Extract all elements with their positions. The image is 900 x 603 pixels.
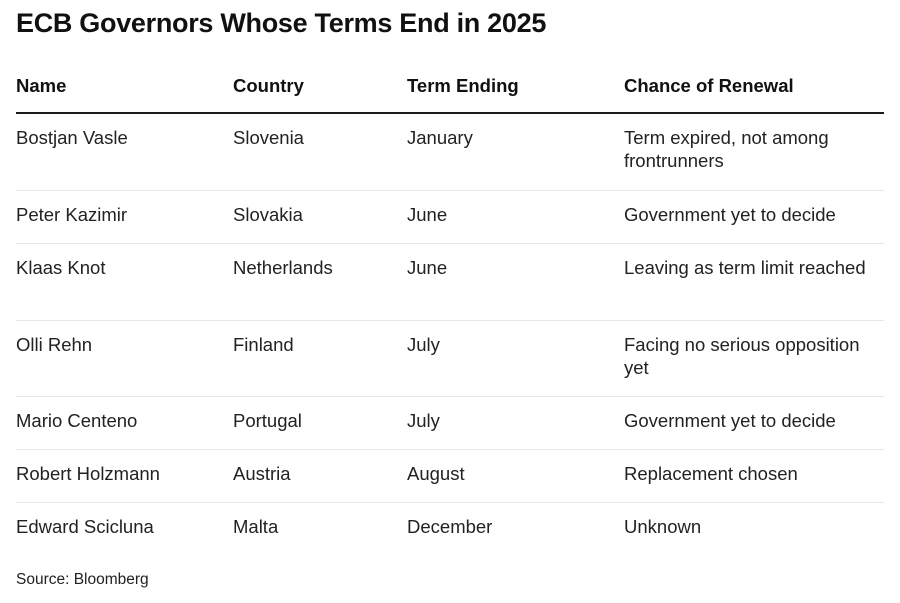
cell-name: Edward Scicluna (16, 516, 154, 537)
cell-country: Slovakia (233, 204, 303, 225)
cell-name: Mario Centeno (16, 410, 138, 431)
cell-name: Bostjan Vasle (16, 127, 128, 148)
cell-country: Malta (233, 516, 279, 537)
cell-chance-of-renewal: Government yet to decide (624, 204, 836, 225)
cell-term-ending: December (407, 516, 493, 537)
table-row: Mario Centeno Portugal July Government y… (16, 397, 884, 450)
cell-term-ending: June (407, 204, 448, 225)
column-header-term-ending: Term Ending (407, 75, 519, 96)
cell-term-ending: July (407, 334, 440, 355)
table-header: Name Country Term Ending Chance of Renew… (16, 70, 884, 114)
cell-term-ending: June (407, 257, 448, 278)
cell-term-ending: January (407, 127, 473, 148)
cell-country: Netherlands (233, 257, 333, 278)
table-row: Edward Scicluna Malta December Unknown (16, 503, 884, 556)
cell-country: Portugal (233, 410, 302, 431)
cell-chance-of-renewal: Unknown (624, 516, 702, 537)
cell-chance-of-renewal: Government yet to decide (624, 410, 836, 431)
column-header-country: Country (233, 75, 304, 96)
column-header-chance-of-renewal: Chance of Renewal (624, 75, 794, 96)
cell-name: Peter Kazimir (16, 204, 128, 225)
cell-country: Slovenia (233, 127, 304, 148)
cell-name: Olli Rehn (16, 334, 93, 355)
table-row: Olli Rehn Finland July Facing no serious… (16, 321, 884, 397)
cell-chance-of-renewal: Replacement chosen (624, 463, 798, 484)
cell-term-ending: August (407, 463, 465, 484)
table-row: Robert Holzmann Austria August Replaceme… (16, 450, 884, 503)
data-table: Name Country Term Ending Chance of Renew… (16, 70, 884, 556)
cell-country: Finland (233, 334, 294, 355)
cell-chance-of-renewal: Term expired, not among frontrunners (624, 127, 829, 171)
table-row: Klaas Knot Netherlands June Leaving as t… (16, 244, 884, 321)
cell-chance-of-renewal: Leaving as term limit reached (624, 257, 866, 278)
column-header-name: Name (16, 75, 67, 96)
cell-name: Robert Holzmann (16, 463, 160, 484)
cell-country: Austria (233, 463, 291, 484)
chart-title: ECB Governors Whose Terms End in 2025 (16, 8, 547, 38)
table-row: Peter Kazimir Slovakia June Government y… (16, 191, 884, 244)
cell-term-ending: July (407, 410, 440, 431)
cell-name: Klaas Knot (16, 257, 106, 278)
source-note: Source: Bloomberg (16, 571, 149, 588)
table-row: Bostjan Vasle Slovenia January Term expi… (16, 114, 884, 191)
cell-chance-of-renewal: Facing no serious opposition yet (624, 334, 860, 378)
